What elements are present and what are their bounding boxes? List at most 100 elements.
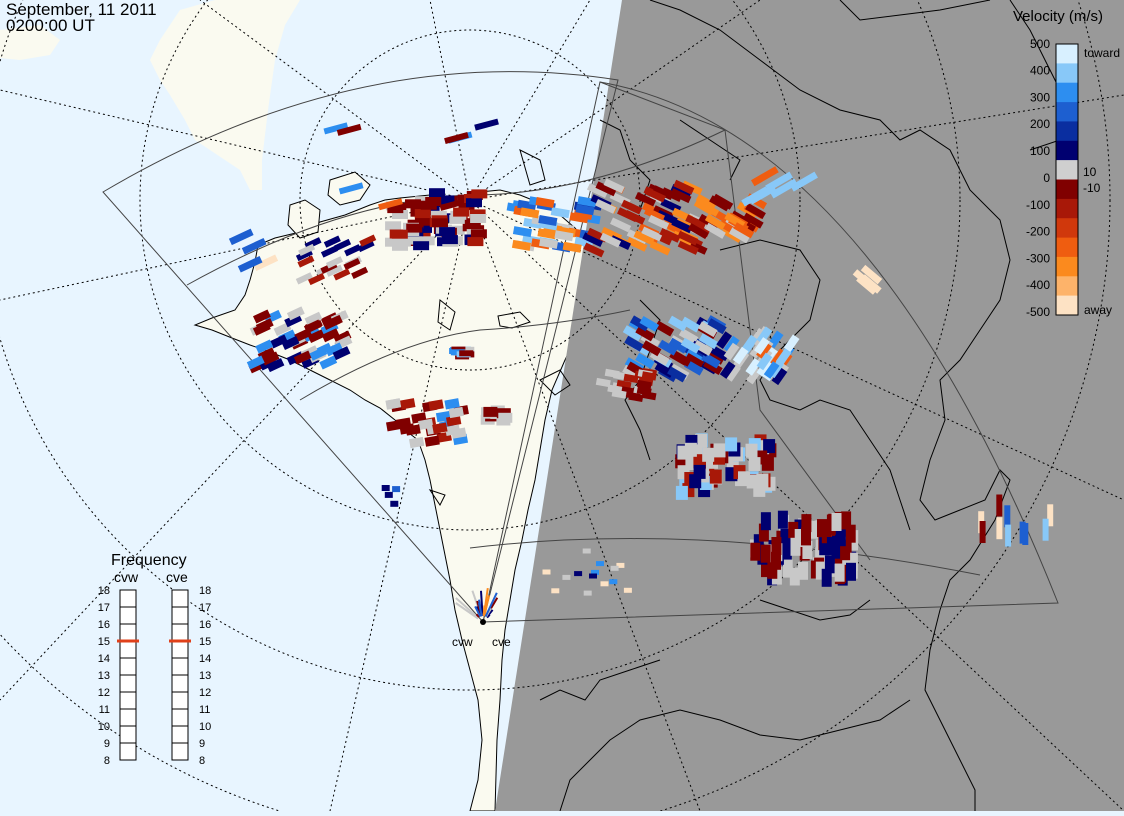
backscatter-cell	[415, 209, 431, 218]
plot-title: September, 11 2011 0200:00 UT	[6, 2, 157, 34]
backscatter-cell	[483, 407, 497, 417]
colorbar-tick-label: -500	[1026, 305, 1050, 319]
colorbar-swatch	[1056, 141, 1078, 161]
colorbar-swatch	[1056, 296, 1078, 316]
frequency-scale-label: 18	[199, 585, 211, 597]
colorbar-swatch	[1056, 121, 1078, 141]
backscatter-cell	[714, 443, 726, 457]
frequency-scale-label: 16	[98, 619, 110, 631]
backscatter-cell	[980, 521, 986, 543]
radar-site-label-cvw: cvw	[452, 635, 473, 649]
colorbar-tick-label: 0	[1043, 171, 1050, 185]
colorbar-tick-label: 400	[1030, 64, 1050, 78]
colorbar-tick-label: 300	[1030, 90, 1050, 104]
frequency-scale-label: 14	[199, 653, 211, 665]
colorbar-tick-label: 10	[1083, 165, 1097, 179]
colorbar-tick-label: 200	[1030, 117, 1050, 131]
backscatter-cell	[405, 199, 421, 208]
backscatter-cell	[1005, 525, 1011, 547]
frequency-scale-label: 8	[199, 755, 205, 767]
backscatter-cell	[385, 492, 393, 498]
colorbar-tick-label: -400	[1026, 278, 1050, 292]
colorbar-swatch	[1056, 180, 1078, 200]
backscatter-cell	[822, 569, 832, 587]
backscatter-cell	[498, 413, 512, 423]
backscatter-cell	[392, 230, 408, 239]
frequency-scale-label: 17	[199, 602, 211, 614]
backscatter-cell	[406, 224, 422, 233]
backscatter-cell	[1020, 522, 1026, 544]
colorbar-swatch	[1056, 160, 1078, 180]
frequency-scale-label: 10	[98, 721, 110, 733]
backscatter-cell	[471, 229, 487, 238]
backscatter-cell	[771, 552, 781, 570]
backscatter-cell	[791, 538, 801, 556]
backscatter-cell	[429, 188, 445, 197]
frequency-scale-label: 13	[98, 670, 110, 682]
backscatter-cell	[702, 448, 714, 462]
colorbar-swatch	[1056, 63, 1078, 83]
backscatter-cell	[685, 443, 697, 457]
backscatter-cell	[413, 241, 429, 250]
backscatter-cell	[596, 561, 604, 566]
backscatter-cell	[439, 227, 455, 236]
colorbar-title: Velocity (m/s)	[1013, 8, 1103, 25]
frequency-radar-label-cvw: cvw	[114, 569, 139, 585]
frequency-scale-label: 18	[98, 585, 110, 597]
backscatter-cell	[801, 514, 811, 532]
frequency-scale-label: 8	[104, 755, 110, 767]
frequency-scale-label: 15	[98, 636, 110, 648]
backscatter-cell	[382, 485, 390, 491]
backscatter-cell	[762, 457, 774, 471]
frequency-radar-label-cve: cve	[166, 569, 188, 585]
frequency-scale-label: 10	[199, 721, 211, 733]
colorbar-swatch	[1056, 102, 1078, 122]
backscatter-cell	[841, 511, 851, 529]
backscatter-cell	[761, 512, 771, 530]
frequency-scale-label: 16	[199, 619, 211, 631]
frequency-scale-label: 14	[98, 653, 110, 665]
backscatter-cell	[790, 568, 800, 586]
backscatter-cell	[484, 606, 485, 617]
backscatter-cell	[611, 566, 619, 571]
backscatter-cell	[392, 486, 400, 492]
colorbar-toward-label: toward	[1084, 46, 1120, 60]
backscatter-cell	[749, 457, 761, 471]
backscatter-cell	[562, 575, 570, 580]
backscatter-cell	[470, 214, 486, 223]
colorbar-tick-label: -200	[1026, 225, 1050, 239]
backscatter-cell	[395, 238, 411, 247]
colorbar-tick-label: 500	[1030, 37, 1050, 51]
backscatter-cell	[725, 437, 737, 451]
frequency-scale-label: 11	[199, 704, 210, 716]
colorbar-swatch	[1056, 83, 1078, 103]
colorbar-swatch	[1056, 257, 1078, 277]
colorbar-tick-label: -300	[1026, 251, 1050, 265]
backscatter-cell	[543, 570, 551, 575]
backscatter-cell	[996, 517, 1002, 539]
backscatter-cell	[442, 235, 458, 244]
backscatter-cell	[827, 537, 837, 555]
backscatter-cell	[583, 549, 591, 554]
backscatter-cell	[425, 197, 441, 206]
frequency-scale-label: 12	[199, 687, 211, 699]
frequency-scale-label: 9	[199, 738, 205, 750]
backscatter-cell	[1004, 505, 1010, 527]
backscatter-cell	[778, 511, 788, 529]
backscatter-cell	[385, 221, 401, 230]
colorbar-tick-label: -100	[1026, 198, 1050, 212]
backscatter-cell	[574, 571, 582, 576]
backscatter-cell	[996, 495, 1002, 517]
backscatter-cell	[1043, 519, 1049, 541]
backscatter-cell	[601, 581, 609, 586]
colorbar-swatch	[1056, 238, 1078, 258]
backscatter-cell	[782, 538, 792, 556]
backscatter-cell	[584, 591, 592, 596]
backscatter-cell	[761, 545, 771, 563]
backscatter-cell	[551, 588, 559, 593]
colorbar-swatch	[1056, 199, 1078, 219]
colorbar-swatches	[1056, 44, 1078, 316]
colorbar-away-label: away	[1084, 303, 1112, 317]
